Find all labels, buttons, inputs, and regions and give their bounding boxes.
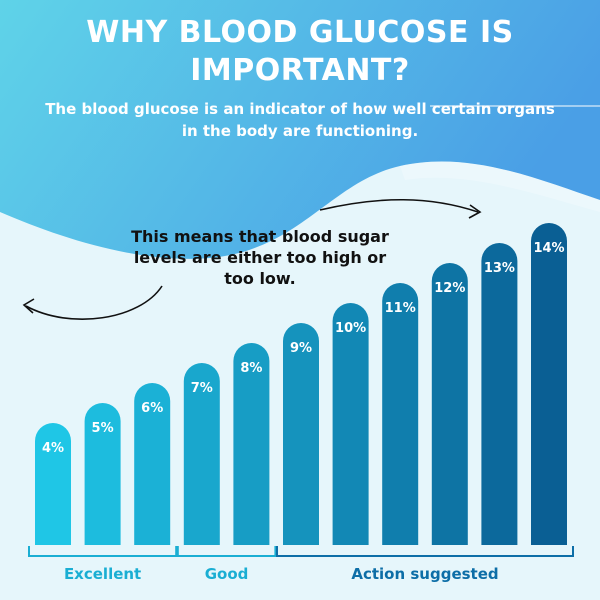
bar-value-label: 4%: [42, 441, 64, 456]
bar-10%: [332, 303, 369, 545]
annotation-text: This means that blood sugar levels are e…: [131, 227, 389, 288]
bar-6%: [134, 383, 171, 545]
group-label-action-suggested: Action suggested: [351, 565, 499, 583]
group-bracket: [276, 546, 574, 557]
arrow-right-curve: [319, 198, 479, 213]
bar-value-label: 13%: [484, 261, 515, 276]
page-subtitle: The blood glucose is an indicator of how…: [45, 100, 555, 140]
group-bracket: [28, 546, 178, 557]
bar-value-label: 9%: [290, 341, 312, 356]
bar-value-label: 8%: [240, 361, 262, 376]
arrow-left-curve: [25, 285, 163, 320]
group-label-excellent: Excellent: [63, 565, 142, 583]
bar-value-label: 6%: [141, 401, 163, 416]
bar-value-label: 11%: [385, 301, 416, 316]
bar-value-label: 5%: [92, 421, 114, 436]
bar-13%: [481, 242, 518, 545]
arrow-left-head: [22, 298, 35, 314]
bar-4%: [35, 423, 71, 545]
bar-value-label: 10%: [335, 321, 366, 336]
bar-14%: [531, 223, 567, 545]
bar-5%: [84, 403, 121, 545]
bar-9%: [283, 323, 319, 545]
bar-8%: [233, 343, 270, 545]
bar-value-label: 12%: [434, 281, 465, 296]
bar-value-label: 14%: [533, 241, 564, 256]
arrow-right-head: [468, 204, 482, 219]
bar-7%: [183, 363, 220, 545]
bar-12%: [431, 263, 468, 545]
bar-11%: [382, 283, 419, 545]
page-title: WHY BLOOD GLUCOSE IS IMPORTANT?: [86, 15, 514, 88]
group-bracket: [176, 546, 277, 557]
group-label-good: Good: [204, 565, 249, 583]
bar-value-label: 7%: [191, 381, 213, 396]
